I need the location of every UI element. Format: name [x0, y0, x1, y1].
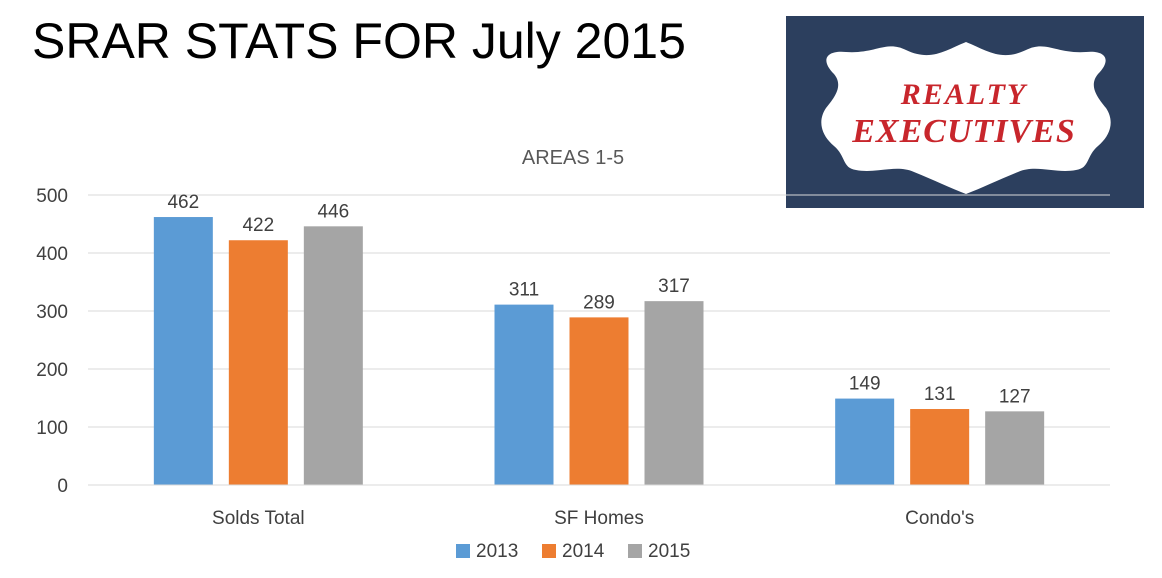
legend-label: 2015	[648, 541, 690, 562]
bar	[910, 409, 970, 485]
logo-text-executives: EXECUTIVES	[851, 113, 1076, 150]
legend-swatch	[542, 544, 556, 558]
bar	[985, 411, 1045, 485]
bar	[835, 398, 895, 485]
bar	[644, 301, 704, 485]
legend-swatch	[628, 544, 642, 558]
y-tick-label: 200	[36, 360, 68, 381]
data-label: 149	[849, 374, 881, 395]
bar	[228, 240, 288, 485]
bar	[494, 304, 554, 485]
logo-shield-shape	[821, 42, 1111, 194]
legend-label: 2014	[562, 541, 605, 562]
legend-swatch	[456, 544, 470, 558]
legend-label: 2013	[476, 541, 518, 562]
x-category-label: SF Homes	[554, 508, 644, 529]
x-category-label: Solds Total	[212, 508, 305, 529]
chart-title: AREAS 1-5	[522, 147, 624, 169]
page-title: SRAR STATS FOR July 2015	[32, 13, 686, 69]
x-category-label: Condo's	[905, 508, 974, 529]
bar	[303, 226, 363, 485]
data-label: 311	[509, 280, 539, 301]
y-tick-label: 400	[36, 244, 68, 265]
realty-executives-logo: REALTY EXECUTIVES	[786, 16, 1144, 208]
data-label: 289	[583, 292, 615, 313]
y-tick-label: 100	[36, 418, 68, 439]
data-label: 127	[999, 386, 1031, 407]
bar	[153, 217, 213, 486]
data-label: 422	[242, 215, 274, 236]
bar	[569, 317, 629, 485]
logo-text-realty: REALTY	[900, 78, 1028, 111]
y-tick-label: 500	[36, 186, 68, 207]
data-label: 462	[167, 192, 199, 213]
y-tick-label: 300	[36, 302, 68, 323]
logo-badge: REALTY EXECUTIVES	[821, 42, 1111, 194]
data-label: 131	[924, 384, 956, 405]
y-tick-label: 0	[57, 476, 68, 497]
data-label: 446	[317, 201, 349, 222]
data-label: 317	[658, 276, 690, 297]
